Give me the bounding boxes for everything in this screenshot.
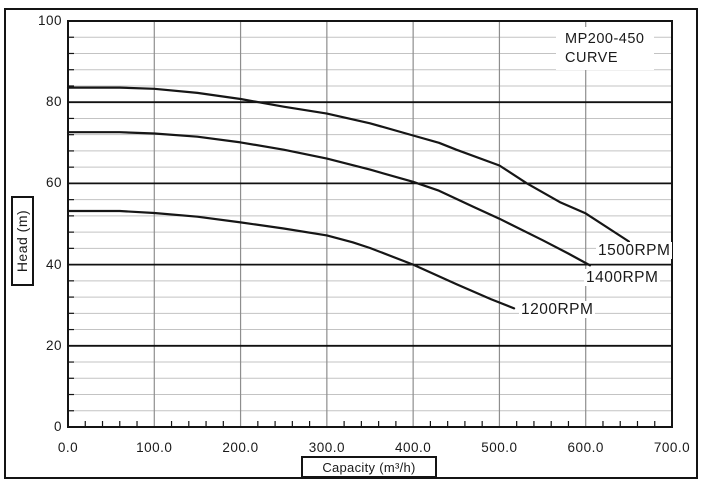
x-tick-label: 300.0 bbox=[308, 440, 345, 455]
chart-title: MP200-450 CURVE bbox=[556, 27, 654, 70]
y-tick-label: 0 bbox=[53, 419, 62, 434]
y-tick-label: 60 bbox=[45, 175, 62, 191]
y-tick-label: 20 bbox=[45, 337, 62, 353]
x-tick-label: 100.0 bbox=[136, 440, 173, 455]
x-axis-title-box: Capacity (m³/h) bbox=[301, 456, 437, 478]
x-tick-label: 600.0 bbox=[567, 440, 604, 455]
series-label-1200rpm: 1200RPM bbox=[519, 301, 596, 318]
chart-title-word: CURVE bbox=[565, 49, 618, 66]
curve-1200rpm bbox=[66, 209, 516, 310]
x-tick-label: 400.0 bbox=[394, 440, 432, 455]
y-axis-title-box: Head (m) bbox=[11, 196, 34, 286]
x-axis-title: Capacity (m³/h) bbox=[322, 459, 416, 475]
curve-1400rpm bbox=[66, 131, 592, 267]
x-tick-label: 700.0 bbox=[653, 440, 691, 455]
x-tick-label: 500.0 bbox=[481, 440, 518, 455]
y-tick-label: 100 bbox=[37, 13, 62, 28]
curve-1500rpm bbox=[66, 86, 630, 243]
series-label-1500rpm: 1500RPM bbox=[596, 242, 673, 259]
x-tick-label: 0.0 bbox=[57, 440, 79, 455]
chart-title-model: MP200-450 bbox=[565, 31, 645, 47]
series-label-1400rpm: 1400RPM bbox=[584, 269, 661, 286]
y-axis-title: Head (m) bbox=[14, 209, 31, 273]
y-tick-label: 80 bbox=[45, 94, 62, 110]
y-tick-label: 40 bbox=[45, 256, 62, 272]
plot-frame bbox=[67, 20, 673, 428]
x-tick-label: 200.0 bbox=[222, 440, 259, 455]
